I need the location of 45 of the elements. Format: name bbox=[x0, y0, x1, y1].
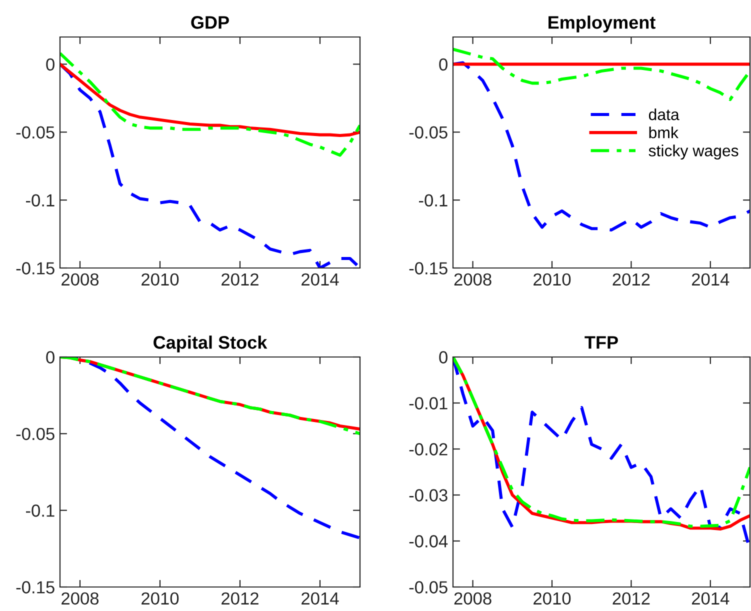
x-tick-label: 2012 bbox=[612, 273, 650, 286]
line-series bbox=[453, 61, 750, 232]
y-tick-label: -0.1 bbox=[26, 504, 54, 517]
y-tick-label: -0.15 bbox=[409, 262, 448, 274]
y-tick-label: 0 bbox=[46, 58, 54, 71]
y-tick-label: -0.1 bbox=[26, 194, 54, 207]
x-tick-label: 2008 bbox=[454, 273, 492, 286]
y-tick-label: -0.01 bbox=[409, 397, 448, 410]
x-tick-label: 2014 bbox=[302, 273, 339, 286]
y-tick-label: 0 bbox=[46, 351, 54, 364]
x-tick-label: 2012 bbox=[222, 592, 258, 605]
chart-title: GDP bbox=[191, 16, 229, 29]
x-tick-label: 2012 bbox=[222, 273, 258, 286]
x-tick-label: 2010 bbox=[142, 273, 179, 286]
x-tick-label: 2012 bbox=[612, 592, 650, 605]
y-tick-label: -0.02 bbox=[409, 443, 448, 456]
y-tick-label: -0.05 bbox=[16, 126, 54, 139]
legend-label: sticky wages bbox=[648, 144, 738, 160]
y-tick-label: -0.15 bbox=[16, 581, 54, 594]
x-tick-label: 2014 bbox=[302, 592, 339, 605]
x-tick-label: 2014 bbox=[692, 273, 730, 286]
line-series bbox=[453, 48, 750, 102]
x-tick-label: 2008 bbox=[62, 273, 99, 286]
chart-title: Capital Stock bbox=[154, 336, 268, 352]
y-tick-label: -0.03 bbox=[409, 489, 448, 502]
x-tick-label: 2010 bbox=[142, 592, 179, 605]
line-series bbox=[60, 52, 360, 157]
chart-title: TFP bbox=[584, 336, 618, 349]
x-tick-label: 2008 bbox=[62, 592, 99, 605]
y-tick-label: -0.1 bbox=[418, 194, 448, 207]
y-tick-label: -0.05 bbox=[409, 126, 448, 139]
y-tick-label: -0.05 bbox=[16, 428, 54, 440]
y-tick-label: -0.05 bbox=[409, 581, 448, 594]
x-tick-label: 2014 bbox=[692, 592, 730, 605]
y-tick-label: -0.04 bbox=[409, 535, 448, 548]
legend-label: data bbox=[648, 108, 680, 120]
chart-title: Employment bbox=[548, 16, 656, 32]
x-tick-label: 2010 bbox=[534, 273, 571, 286]
y-tick-label: 0 bbox=[439, 58, 448, 71]
y-tick-label: 0 bbox=[439, 351, 448, 364]
x-tick-label: 2008 bbox=[454, 592, 492, 605]
y-tick-label: -0.15 bbox=[16, 262, 54, 274]
line-series bbox=[60, 62, 360, 138]
legend-label: bmk bbox=[649, 126, 678, 138]
x-tick-label: 2010 bbox=[534, 592, 571, 605]
